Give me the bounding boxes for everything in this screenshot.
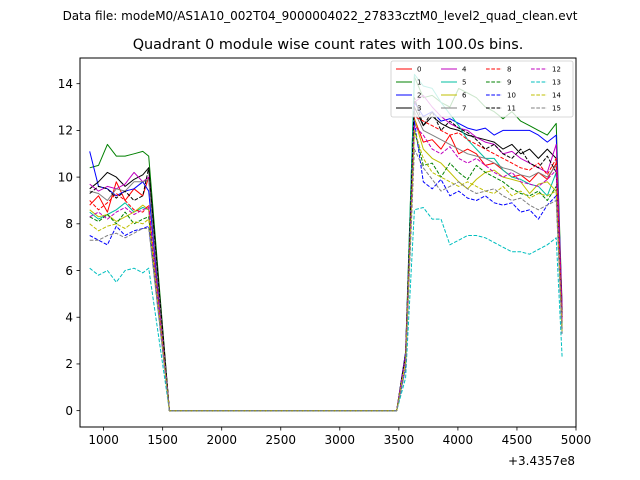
legend-label-7: 7 [462,105,466,113]
legend-label-15: 15 [552,105,561,113]
legend-label-10: 10 [507,92,516,100]
legend-label-8: 8 [507,66,511,74]
y-tick-label-2: 4 [65,311,73,325]
x-tick-label-8: 5000 [561,433,592,447]
y-tick-label-1: 2 [65,357,73,371]
x-tick-label-1: 1500 [147,433,178,447]
y-tick-label-3: 6 [65,264,73,278]
x-tick-label-2: 2000 [206,433,237,447]
legend-label-4: 4 [462,66,467,74]
x-offset-label: +3.4357e8 [508,454,575,468]
legend-label-6: 6 [462,92,467,100]
legend-label-3: 3 [417,105,421,113]
legend-label-5: 5 [462,79,466,87]
y-tick-label-7: 14 [58,77,73,91]
legend-box [390,60,574,118]
y-tick-label-5: 10 [58,170,73,184]
legend-label-2: 2 [417,92,421,100]
legend-label-9: 9 [507,79,511,87]
series-layer [89,73,563,412]
x-tick-label-5: 3500 [384,433,415,447]
legend-label-12: 12 [552,66,561,74]
legend-label-0: 0 [417,66,421,74]
legend-label-11: 11 [507,105,516,113]
y-tick-label-0: 0 [65,404,73,418]
legend-label-13: 13 [552,79,561,87]
y-tick-label-6: 12 [58,124,73,138]
chart-title: Quadrant 0 module wise count rates with … [133,37,524,53]
axes-frame [79,57,577,428]
chart-suptitle: Data file: modeM0/AS1A10_002T04_90000040… [63,9,578,23]
series-line-15 [89,148,563,412]
legend-label-14: 14 [552,92,561,100]
legend-label-1: 1 [417,79,421,87]
y-tick-label-4: 8 [65,217,73,231]
x-tick-label-7: 4500 [502,433,533,447]
ticks-layer: 1000 1500 2000 2500 3000 3500 4000 4500 5000 0 2 4 6… [58,77,592,447]
x-tick-label-6: 4000 [443,433,474,447]
x-tick-label-4: 3000 [325,433,356,447]
x-tick-label-3: 2500 [265,433,296,447]
x-tick-label-0: 1000 [88,433,119,447]
